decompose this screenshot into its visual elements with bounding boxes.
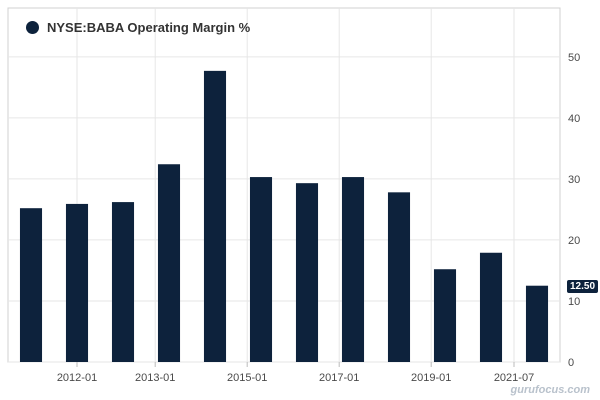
bar [65,203,89,362]
bar-series [19,70,549,363]
x-tick-label: 2017-01 [319,372,359,384]
x-tick-label: 2012-01 [57,372,97,384]
x-tick-label: 2013-01 [135,372,175,384]
bar [19,208,43,362]
bar [295,183,319,362]
watermark: gurufocus.com [510,384,590,396]
y-tick-label: 50 [568,52,580,64]
y-tick-label: 40 [568,113,580,125]
y-tick-label: 20 [568,235,580,247]
y-tick-label: 0 [568,357,574,369]
y-axis-ticks: 0 10 20 30 40 50 [568,52,580,369]
y-tick-label: 10 [568,296,580,308]
last-value-badge: 12.50 [567,280,599,293]
legend-marker-icon [26,21,39,34]
bar [111,202,135,362]
x-axis-ticks: 2012-01 2013-01 2015-01 2017-01 2019-01 2021-… [57,362,534,384]
plot-frame [7,7,561,363]
x-tick-label: 2021-07 [494,372,534,384]
bar [249,177,273,362]
bar [203,70,227,363]
legend: NYSE:BABA Operating Margin % [26,20,250,35]
bar [479,252,503,362]
grid-lines [7,7,561,363]
bar [341,177,365,362]
x-tick-label: 2019-01 [411,372,451,384]
bar [525,285,549,362]
x-tick-label: 2015-01 [227,372,267,384]
legend-label: NYSE:BABA Operating Margin % [47,20,251,35]
bar [157,164,181,362]
bar [387,192,411,362]
y-tick-label: 30 [568,174,580,186]
bar [433,269,457,362]
